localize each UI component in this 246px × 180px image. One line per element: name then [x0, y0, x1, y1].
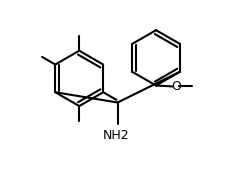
Text: O: O — [171, 80, 181, 93]
Text: NH2: NH2 — [103, 129, 129, 142]
